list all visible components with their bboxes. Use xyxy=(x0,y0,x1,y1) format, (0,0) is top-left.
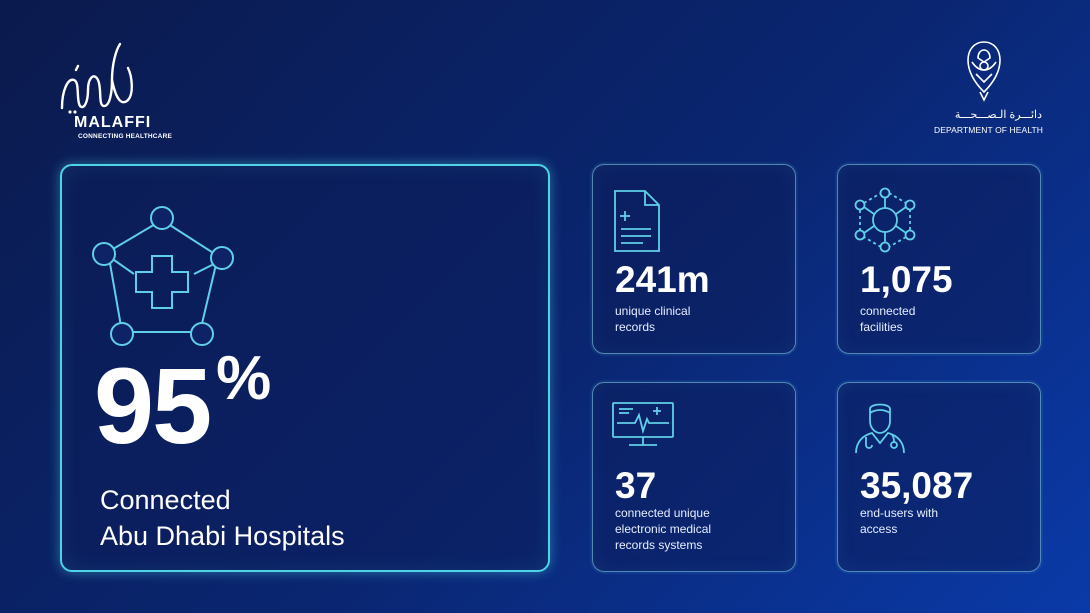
stat-value: 35,087 xyxy=(860,465,974,506)
monitor-ecg-icon xyxy=(612,402,674,446)
headline-label: Connected Abu Dhabi Hospitals xyxy=(100,482,345,554)
stat-value: 37 xyxy=(615,465,657,506)
stat-label: connected facilities xyxy=(860,304,916,334)
end-users-card: 35,087 end-users with access xyxy=(837,382,1041,572)
stat-label: end-users with access xyxy=(860,506,939,536)
emr-systems-card: 37 connected unique electronic medical r… xyxy=(592,382,796,572)
connected-facilities-card: 1,075 connected facilities xyxy=(837,164,1041,354)
falcon-emblem-icon xyxy=(967,41,1001,102)
department-name-arabic: دائـــرة الـصـــحـــة xyxy=(954,109,1042,121)
headline-label-line2: Abu Dhabi Hospitals xyxy=(100,521,345,551)
stat-value: 241m xyxy=(615,259,710,300)
connected-hospitals-card: 95% Connected Abu Dhabi Hospitals xyxy=(60,164,550,572)
stat-label: unique clinical records xyxy=(615,304,691,334)
network-nodes-icon xyxy=(854,187,916,253)
stat-value: 1,075 xyxy=(860,259,953,300)
headline-value: 95% xyxy=(94,344,271,466)
malaffi-tagline: CONNECTING HEALTHCARE xyxy=(78,133,172,140)
department-name-english: DEPARTMENT OF HEALTH xyxy=(934,125,1044,135)
malaffi-wordmark: MALAFFI xyxy=(74,114,152,131)
headline-label-line1: Connected xyxy=(100,485,231,515)
clinical-record-icon xyxy=(614,190,660,252)
clinical-records-card: 241m unique clinical records xyxy=(592,164,796,354)
doh-logo: دائـــرة الـصـــحـــة DEPARTMENT OF HEAL… xyxy=(920,38,1050,138)
malaffi-logo: MALAFFI CONNECTING HEALTHCARE xyxy=(56,40,186,140)
malaffi-calligraphy-icon xyxy=(60,42,133,114)
doctor-icon xyxy=(855,403,905,454)
hospital-network-icon xyxy=(92,206,234,346)
percent-unit: % xyxy=(216,344,271,413)
stat-label: connected unique electronic medical reco… xyxy=(615,506,712,552)
